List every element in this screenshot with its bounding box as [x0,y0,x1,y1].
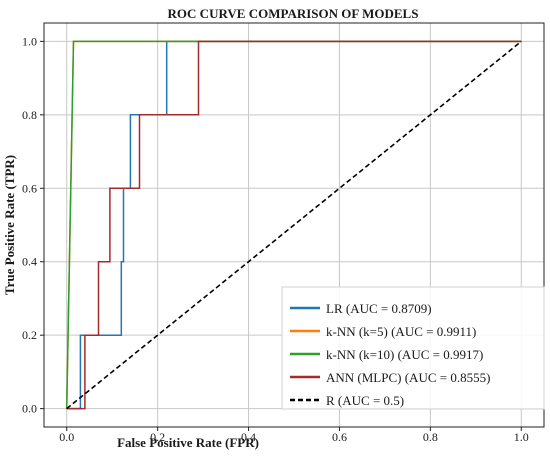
legend-label: ANN (MLPC) (AUC = 0.8555) [326,370,490,385]
chart-title: ROC CURVE COMPARISON OF MODELS [168,6,419,21]
legend-label: R (AUC = 0.5) [326,393,404,408]
y-tick-label: 0.8 [22,108,37,122]
legend-label: k-NN (k=5) (AUC = 0.9911) [326,324,476,339]
series-layer [65,40,522,410]
legend-label: k-NN (k=10) (AUC = 0.9917) [326,347,483,362]
y-axis-label: True Positive Rate (TPR) [2,155,17,295]
x-tick-label: 1.0 [514,430,529,444]
legend-frame [281,286,545,410]
y-tick-label: 0.6 [22,181,37,195]
series-line-ann-mlpc [66,40,522,410]
legend-label: LR (AUC = 0.8709) [326,301,432,316]
legend: LR (AUC = 0.8709) k-NN (k=5) (AUC = 0.991… [281,286,545,410]
y-tick-label: 0.0 [22,402,37,416]
x-tick-label: 0.4 [241,430,256,444]
x-tick-label: 0.8 [423,430,438,444]
plot-frame [43,22,545,428]
x-tick-label: 0.6 [332,430,347,444]
series-line-r [66,40,522,410]
tick-layer: 0.0 0.2 0.4 0.6 0.8 1.0 0.0 0.2 0.4 0.6 0.8 1.0 [22,34,529,444]
x-axis-label: False Positive Rate (FPR) [117,435,259,450]
x-tick-label: 0.2 [150,430,165,444]
y-tick-label: 0.4 [22,255,37,269]
x-tick-label: 0.0 [59,430,74,444]
y-tick-label: 0.2 [22,328,37,342]
y-tick-label: 1.0 [22,34,37,48]
